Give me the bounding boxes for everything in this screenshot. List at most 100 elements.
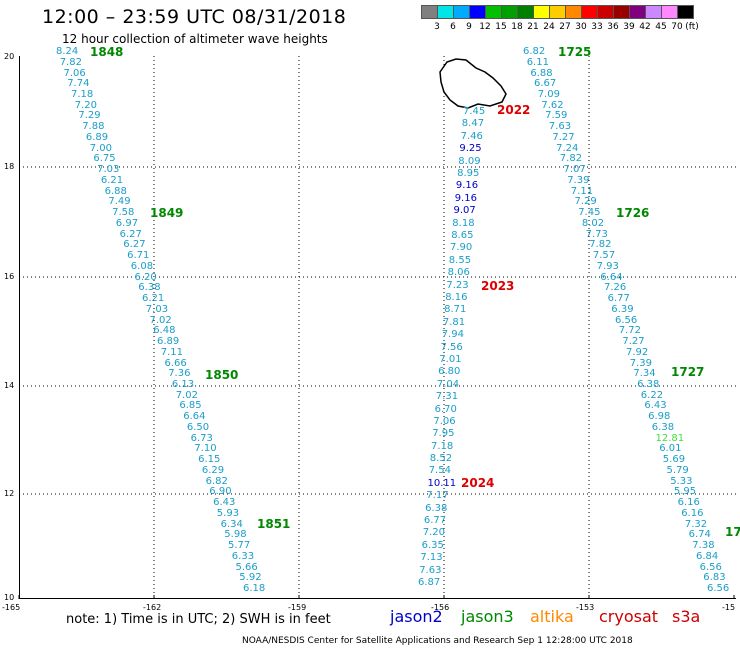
- wave-height-value: 5.93: [216, 507, 240, 519]
- map-title: 12:00 – 23:59 UTC 08/31/2018: [42, 6, 347, 28]
- wave-height-value: 7.31: [435, 391, 459, 403]
- wave-height-value: 6.82: [523, 46, 546, 57]
- pass-number-label: 1726: [616, 206, 650, 220]
- wave-height-value: 7.09: [537, 89, 560, 100]
- wave-height-value: 7.29: [574, 196, 597, 208]
- wave-height-value: 7.63: [419, 564, 442, 576]
- wave-height-value: 8.24: [56, 46, 79, 57]
- colorbar-label: 33: [591, 22, 603, 32]
- colorbar-label: 27: [559, 22, 571, 32]
- wave-height-value: 7.49: [108, 196, 131, 208]
- wave-height-value: 7.20: [74, 99, 97, 111]
- wave-height-value: 7.45: [463, 106, 486, 117]
- wave-height-value: 7.13: [420, 552, 443, 564]
- wave-height-value: 7.17: [426, 490, 449, 502]
- wave-height-value: 7.02: [175, 389, 198, 401]
- hawaii-island-outline: [439, 58, 507, 109]
- wave-height-value: 6.15: [198, 454, 221, 466]
- wave-height-value: 7.56: [440, 341, 463, 353]
- wave-height-value: 6.83: [703, 572, 726, 584]
- wave-height-value: 7.93: [596, 260, 619, 272]
- wave-height-value: 8.52: [429, 453, 453, 465]
- wave-height-value: 7.18: [431, 440, 454, 452]
- colorbar-label: 42: [639, 22, 651, 32]
- x-label-156: -156: [431, 603, 450, 612]
- wave-height-value: 6.71: [127, 250, 150, 262]
- y-label-14: 14: [4, 381, 15, 390]
- wave-height-value: 10.11: [427, 477, 457, 489]
- wave-height-value: 7.23: [446, 279, 469, 291]
- wave-height-value: 7.04: [436, 378, 460, 390]
- wave-height-value: 7.18: [71, 89, 94, 100]
- wave-height-value: 6.90: [209, 486, 232, 498]
- wave-height-value: 7.82: [59, 56, 82, 68]
- colorbar-label: 15: [495, 22, 507, 32]
- wave-height-value: 6.75: [93, 153, 116, 165]
- wave-height-value: 7.82: [559, 153, 583, 165]
- wave-height-value: 7.57: [592, 250, 616, 262]
- wave-height-value: 6.13: [171, 378, 195, 390]
- wave-height-value: 6.84: [696, 550, 719, 562]
- wave-height-value: 7.82: [589, 239, 612, 251]
- colorbar-label: 6: [450, 22, 456, 32]
- wave-height-value: 7.72: [618, 325, 641, 337]
- wave-height-value: 6.11: [526, 56, 549, 68]
- wave-height-value: 6.22: [640, 389, 664, 401]
- wave-height-value: 6.38: [637, 378, 660, 390]
- wave-height-value: 7.94: [441, 329, 464, 341]
- wave-height-value: 6.77: [607, 293, 630, 304]
- pass-number-label: 1848: [90, 45, 124, 59]
- x-label-165: -165: [2, 603, 21, 612]
- wave-height-value: 7.03: [145, 303, 169, 315]
- colorbar-label: 3: [434, 22, 440, 32]
- wave-height-value: 7.46: [460, 130, 483, 142]
- pass-number-label: 2022: [497, 103, 531, 117]
- wave-height-value: 6.64: [183, 411, 206, 423]
- y-label-10: 10: [4, 593, 15, 602]
- wave-height-value: 6.21: [142, 293, 165, 304]
- wave-height-value: 5.33: [670, 475, 693, 487]
- pass-number-label: 1851: [257, 517, 291, 531]
- note-text: note: 1) Time is in UTC; 2) SWH is in fe…: [66, 612, 331, 627]
- wave-height-value: 8.47: [461, 118, 485, 130]
- wave-height-value: 6.97: [115, 217, 139, 229]
- wave-height-value: 6.27: [119, 228, 142, 240]
- wave-height-value: 7.07: [563, 164, 586, 176]
- wave-height-value: 7.06: [63, 67, 86, 79]
- wave-height-value: 6.64: [600, 271, 623, 283]
- wave-height-value: 6.16: [681, 507, 704, 519]
- colorbar-label: 30: [575, 22, 587, 32]
- map-subtitle: 12 hour collection of altimeter wave hei…: [62, 32, 328, 46]
- wave-height-value: 7.74: [67, 78, 90, 90]
- wave-height-value: 7.00: [89, 142, 112, 154]
- wave-height-value: 7.81: [442, 316, 466, 328]
- wave-height-value: 7.92: [626, 346, 649, 358]
- wave-height-value: 8.16: [445, 291, 468, 303]
- wave-height-value: 5.79: [666, 464, 689, 476]
- wave-height-value: 5.92: [239, 572, 262, 584]
- wave-height-value: 7.10: [194, 443, 217, 455]
- wave-height-value: 7.54: [428, 465, 451, 477]
- wave-height-value: 6.08: [130, 260, 154, 272]
- wave-height-value: 6.20: [134, 271, 157, 283]
- wave-height-value: 9.16: [455, 180, 479, 192]
- wave-height-value: 7.11: [570, 185, 594, 197]
- pass-number-label: 17: [725, 525, 740, 539]
- wave-height-value: 7.01: [439, 353, 462, 365]
- wave-height-value: 7.27: [552, 131, 575, 143]
- wave-height-value: 6.33: [231, 550, 255, 562]
- wave-height-value: 6.70: [434, 403, 457, 415]
- wave-height-value: 6.80: [438, 366, 461, 378]
- wave-height-value: 7.58: [112, 207, 135, 219]
- wave-height-value: 9.07: [453, 205, 476, 217]
- wave-height-value: 7.03: [97, 164, 120, 176]
- wave-height-value: 7.39: [629, 357, 652, 369]
- wave-height-value: 6.66: [164, 357, 187, 369]
- x-label-153: -153: [576, 603, 595, 612]
- colorbar-label: 45: [655, 22, 667, 32]
- x-label-162: -162: [143, 603, 162, 612]
- wave-height-value: 6.39: [611, 303, 634, 315]
- wave-height-value: 6.85: [179, 400, 202, 412]
- pass-number-label: 1849: [150, 206, 184, 220]
